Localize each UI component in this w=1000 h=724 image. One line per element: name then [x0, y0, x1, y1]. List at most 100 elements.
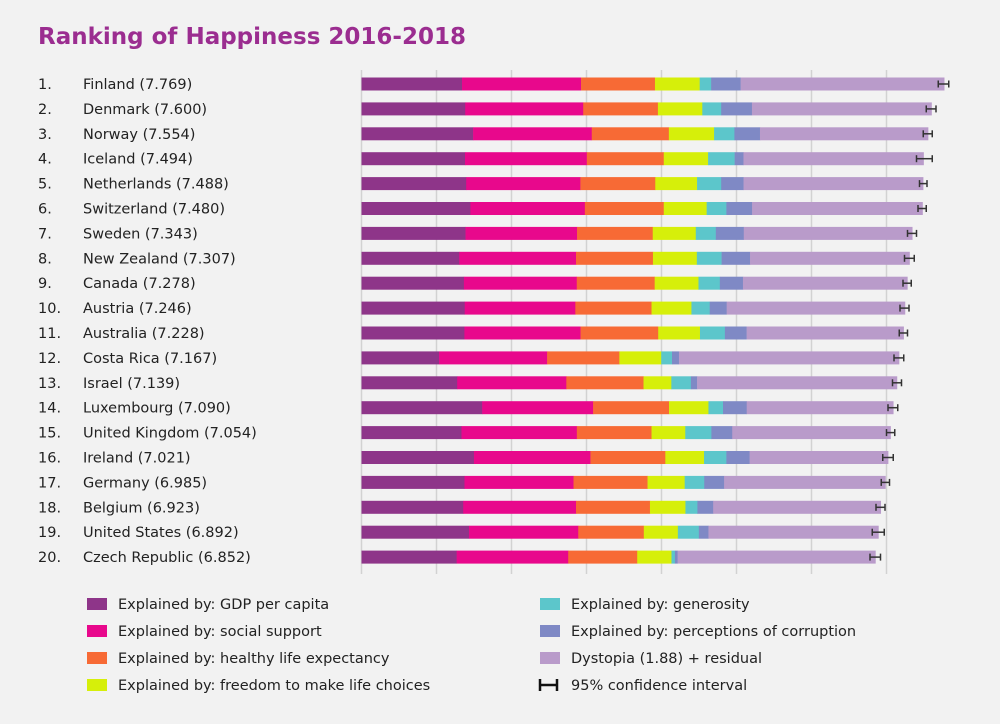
bar-segment — [665, 451, 704, 464]
bar-segment — [362, 401, 483, 414]
legend-swatch — [540, 625, 560, 637]
bar-segment — [459, 252, 576, 265]
bar-segment — [462, 78, 581, 91]
country-label: Switzerland (7.480) — [83, 202, 225, 218]
bar-segment — [669, 127, 715, 140]
bar-segment — [714, 127, 735, 140]
bar-segment — [708, 401, 723, 414]
bar-segment — [465, 152, 587, 165]
country-label: Denmark (7.600) — [83, 102, 207, 118]
country-label: Canada (7.278) — [83, 276, 196, 292]
bar-segment — [704, 451, 727, 464]
bar-segment — [735, 152, 744, 165]
bar-segment — [465, 102, 583, 115]
bar-segment — [580, 177, 655, 190]
bar-segment — [653, 227, 696, 240]
bar-segment — [583, 102, 658, 115]
bar-segment — [658, 327, 700, 340]
legend-swatch — [540, 652, 560, 664]
bar-segment — [664, 152, 709, 165]
bar-segment — [750, 451, 889, 464]
bar-segment — [704, 476, 724, 489]
bar-segment — [439, 351, 547, 364]
bar-segment — [678, 526, 699, 539]
bar-segment — [713, 501, 881, 514]
bar-segment — [743, 152, 923, 165]
bar-segment — [697, 252, 722, 265]
country-label: Finland (7.769) — [83, 77, 192, 93]
country-label: Israel (7.139) — [83, 376, 180, 392]
legend-label: Explained by: social support — [118, 624, 322, 640]
legend-label: Explained by: GDP per capita — [118, 597, 329, 613]
country-label: Costa Rica (7.167) — [83, 351, 217, 367]
bar-segment — [700, 327, 725, 340]
bar-segment — [362, 501, 464, 514]
rank-label: 3. — [38, 127, 52, 143]
bar-segment — [691, 302, 710, 315]
bar-segment — [362, 526, 470, 539]
bar-segment — [576, 501, 650, 514]
bar-segment — [457, 551, 569, 564]
country-label: New Zealand (7.307) — [83, 251, 236, 267]
bar-segment — [658, 102, 703, 115]
bar-segment — [585, 202, 664, 215]
country-label: Luxembourg (7.090) — [83, 401, 231, 417]
bar-segment — [592, 127, 669, 140]
bar-segment — [664, 202, 707, 215]
bar-segment — [566, 376, 643, 389]
bar-segment — [362, 376, 458, 389]
bar-segment — [362, 277, 465, 290]
bar-segment — [697, 177, 721, 190]
bar-segment — [652, 302, 692, 315]
bar-segment — [672, 351, 679, 364]
bar-segment — [661, 351, 672, 364]
rank-label: 8. — [38, 251, 52, 267]
rank-label: 4. — [38, 152, 52, 168]
bar-segment — [362, 351, 440, 364]
rank-label: 2. — [38, 102, 52, 118]
bar-segment — [619, 351, 661, 364]
bar-segment — [679, 351, 899, 364]
legend-swatch — [540, 598, 560, 610]
rank-label: 7. — [38, 226, 52, 242]
bar-segment — [708, 152, 735, 165]
bar-segment — [362, 327, 465, 340]
legend-label: 95% confidence interval — [571, 678, 747, 694]
bar-segment — [675, 551, 678, 564]
bar-segment — [593, 401, 669, 414]
legend-swatch — [87, 679, 107, 691]
rank-label: 9. — [38, 276, 52, 292]
bar-segment — [760, 127, 928, 140]
rank-label: 16. — [38, 451, 61, 467]
bar-segment — [362, 476, 465, 489]
bar-segment — [697, 501, 713, 514]
legend-label: Explained by: freedom to make life choic… — [118, 678, 430, 694]
country-label: Sweden (7.343) — [83, 226, 198, 242]
bar-segment — [707, 202, 727, 215]
bar-segment — [590, 451, 665, 464]
rank-label: 17. — [38, 475, 61, 491]
legend-label: Explained by: generosity — [571, 597, 750, 613]
rank-label: 12. — [38, 351, 61, 367]
bar-segment — [724, 476, 886, 489]
bar-segment — [464, 277, 577, 290]
bar-segment — [752, 202, 923, 215]
bar-segment — [362, 426, 462, 439]
bar-segment — [727, 302, 906, 315]
rank-label: 14. — [38, 401, 61, 417]
bar-segment — [732, 426, 891, 439]
bar-segment — [702, 102, 721, 115]
bar-segment — [655, 177, 697, 190]
legend-label: Explained by: healthy life expectancy — [118, 651, 390, 667]
bar-segment — [747, 327, 904, 340]
rank-label: 5. — [38, 177, 52, 193]
rank-label: 20. — [38, 550, 61, 566]
bar-segment — [577, 426, 652, 439]
bar-segment — [700, 78, 712, 91]
rank-label: 10. — [38, 301, 61, 317]
bar-segment — [743, 277, 908, 290]
bar-segment — [685, 426, 711, 439]
bar-segment — [362, 152, 466, 165]
bar-segment — [362, 252, 460, 265]
